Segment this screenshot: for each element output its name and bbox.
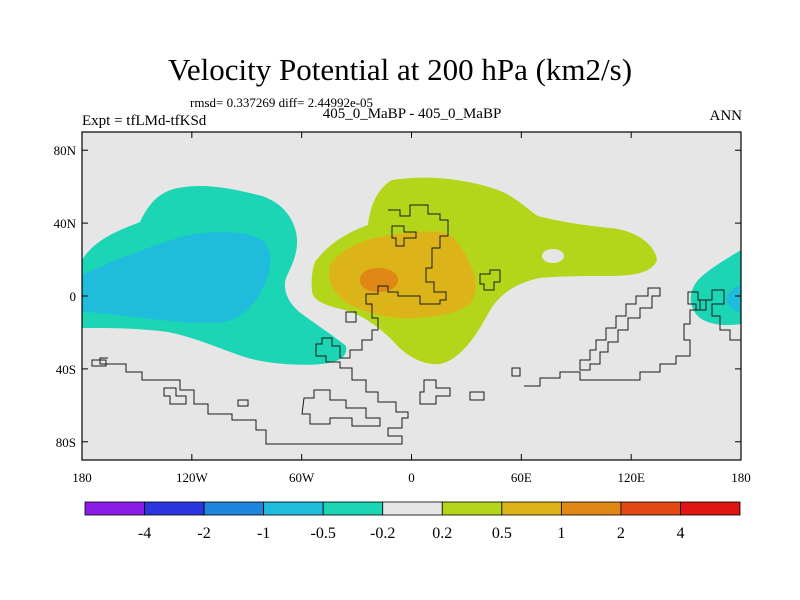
colorbar-label: 0.5 xyxy=(492,525,512,542)
colorbar-swatch xyxy=(322,501,384,516)
colorbar-label: -2 xyxy=(197,525,210,542)
colorbar-swatch xyxy=(501,501,562,516)
stats-text: rmsd= 0.337269 diff= 2.44992e-05 xyxy=(190,95,374,110)
colorbar-label: -0.2 xyxy=(370,525,395,542)
colorbar-swatch xyxy=(203,501,265,516)
colorbar-label: 2 xyxy=(617,525,625,542)
contour-region-neg-west-core xyxy=(82,232,271,323)
y-tick-label: 80N xyxy=(54,143,77,158)
experiment-label: Expt = tfLMd-tfKSd xyxy=(82,113,207,129)
x-tick-label: 60W xyxy=(289,470,315,485)
y-tick-label: 80S xyxy=(56,435,76,450)
x-tick-label: 60E xyxy=(511,470,532,485)
colorbar-swatch xyxy=(263,501,324,516)
contour-region-pos-1 xyxy=(360,268,398,292)
colorbar-label: 1 xyxy=(557,525,565,542)
x-tick-label: 120E xyxy=(617,470,645,485)
contour-region-neg-east xyxy=(690,250,741,326)
contour-region-neg-east-core xyxy=(726,284,741,313)
subtitle: 405_0_MaBP - 405_0_MaBP xyxy=(322,106,502,122)
colorbar-label: -1 xyxy=(257,525,270,542)
y-tick-label: 0 xyxy=(70,289,77,304)
colorbar-swatch xyxy=(84,501,145,516)
colorbar-label: -4 xyxy=(138,525,151,542)
colorbar-swatch xyxy=(441,501,503,516)
colorbar-swatch xyxy=(560,501,622,516)
colorbar: -4 -2 -1 -0.5 -0.2 0.2 0.5 1 2 4 xyxy=(84,501,741,542)
x-tick-label: 180 xyxy=(731,470,751,485)
colorbar-label: 4 xyxy=(676,525,684,542)
x-axis: 180 120W 60W 0 60E 120E 180 xyxy=(72,132,751,485)
x-tick-label: 120W xyxy=(176,470,209,485)
y-axis: 80N 40N 0 40S 80S xyxy=(54,143,741,450)
colorbar-swatch xyxy=(382,501,443,516)
colorbar-swatch xyxy=(144,501,205,516)
season-label: ANN xyxy=(709,108,743,124)
coastlines xyxy=(91,204,741,445)
colorbar-label: -0.5 xyxy=(311,525,336,542)
x-tick-label: 180 xyxy=(72,470,92,485)
y-tick-label: 40S xyxy=(56,362,76,377)
chart-title: Velocity Potential at 200 hPa (km2/s) xyxy=(167,52,633,87)
x-tick-label: 0 xyxy=(408,470,415,485)
colorbar-label: 0.2 xyxy=(432,525,452,542)
contour-hole xyxy=(542,249,564,263)
colorbar-swatch xyxy=(620,501,681,516)
map-plot-area xyxy=(82,132,741,460)
y-tick-label: 40N xyxy=(54,216,77,231)
colorbar-swatch xyxy=(680,501,741,516)
